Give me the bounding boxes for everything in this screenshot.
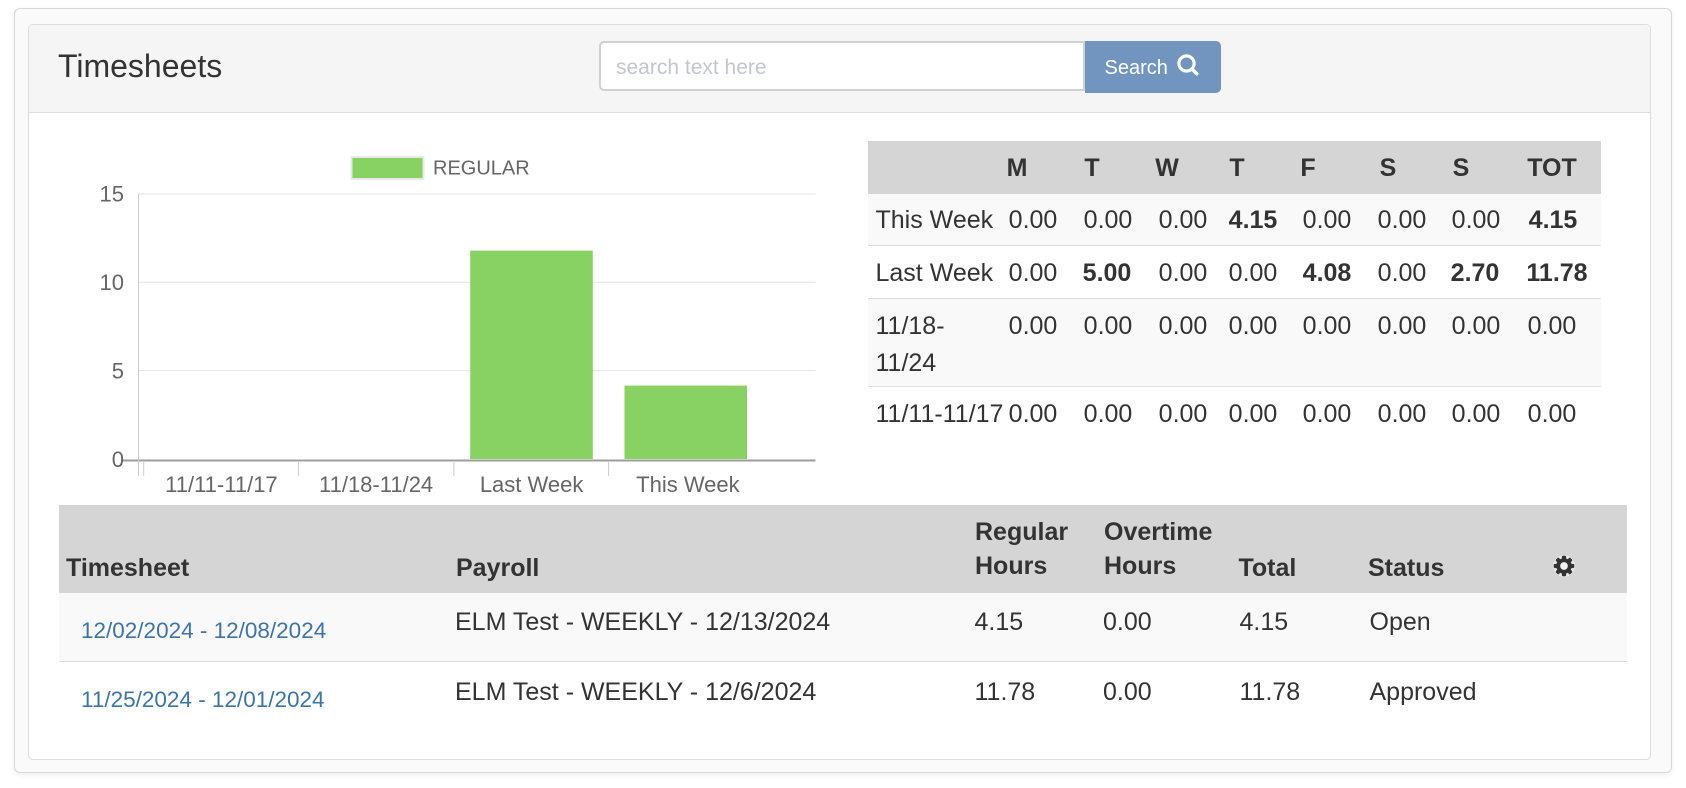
- svg-text:Last Week: Last Week: [480, 472, 585, 497]
- svg-text:11/11-11/17: 11/11-11/17: [165, 472, 278, 497]
- svg-text:This Week: This Week: [636, 472, 741, 497]
- svg-text:REGULAR: REGULAR: [433, 158, 530, 180]
- svg-text:11/18-11/24: 11/18-11/24: [319, 472, 433, 497]
- svg-text:15: 15: [100, 182, 124, 207]
- svg-text:10: 10: [100, 270, 124, 295]
- svg-text:0: 0: [112, 447, 124, 472]
- svg-text:5: 5: [112, 359, 124, 384]
